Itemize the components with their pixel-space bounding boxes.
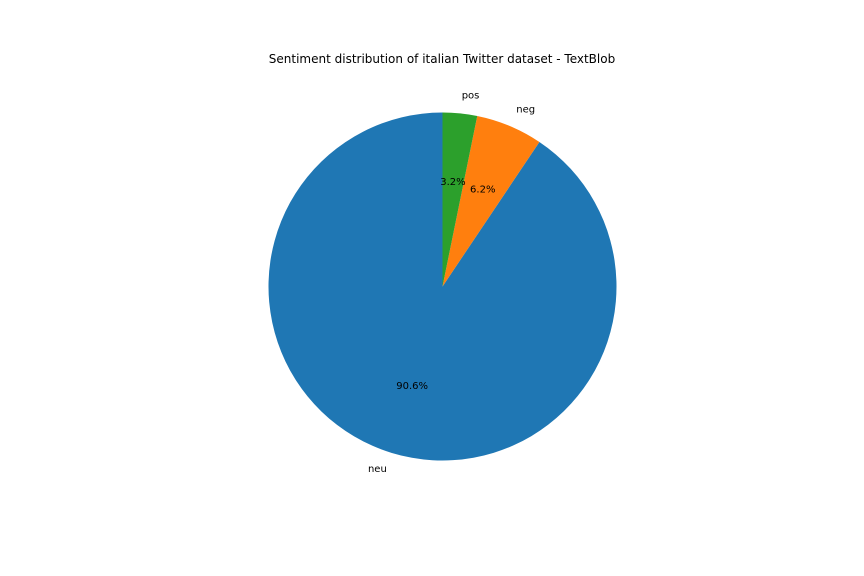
slice-label-neu: neu [368,464,387,475]
pie-slice-neg [442,116,540,287]
chart-title: Sentiment distribution of italian Twitte… [269,52,615,66]
slice-label-neg: neg [516,104,535,115]
pie-slices [268,112,617,461]
slice-pct-pos: 3.2% [440,177,465,188]
slice-label-pos: pos [462,91,480,102]
pie-slice-pos [442,112,478,287]
slice-pct-neu: 90.6% [396,381,428,392]
slice-pct-neg: 6.2% [470,185,495,196]
pie-labels: neu 90.6% neg 6.2% pos 3.2% [368,91,535,476]
